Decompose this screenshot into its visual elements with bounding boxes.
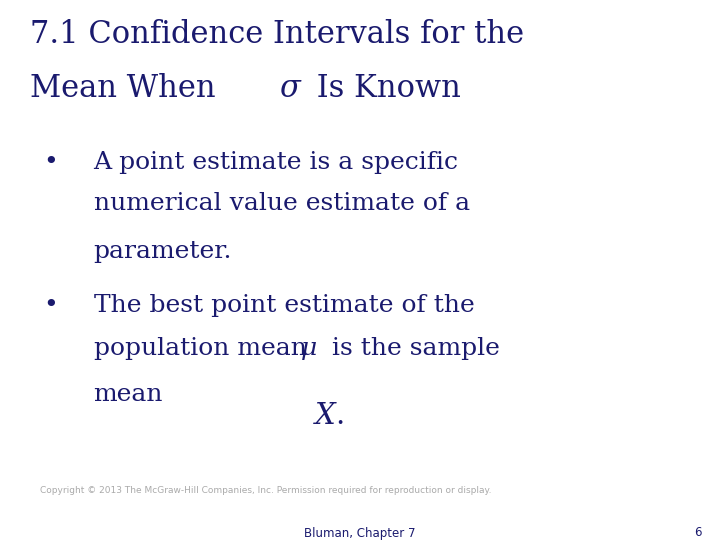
Text: is the sample: is the sample xyxy=(324,338,500,361)
Text: mean: mean xyxy=(94,383,163,407)
Text: Is Known: Is Known xyxy=(307,73,461,104)
Text: Copyright © 2013 The McGraw-Hill Companies, Inc. Permission required for reprodu: Copyright © 2013 The McGraw-Hill Compani… xyxy=(40,486,491,495)
Text: Bluman, Chapter 7: Bluman, Chapter 7 xyxy=(305,526,415,539)
Text: numerical value estimate of a: numerical value estimate of a xyxy=(94,192,469,215)
Text: 7.1 Confidence Intervals for the: 7.1 Confidence Intervals for the xyxy=(30,19,524,50)
Text: $\mathit{X}.$: $\mathit{X}.$ xyxy=(313,402,344,430)
Text: μ: μ xyxy=(301,338,318,361)
Text: 6: 6 xyxy=(695,526,702,539)
Text: parameter.: parameter. xyxy=(94,240,232,264)
Text: A point estimate is a specific: A point estimate is a specific xyxy=(94,151,459,174)
Text: •: • xyxy=(43,151,58,174)
Text: population mean: population mean xyxy=(94,338,315,361)
Text: •: • xyxy=(43,294,58,318)
Text: The best point estimate of the: The best point estimate of the xyxy=(94,294,474,318)
Text: σ: σ xyxy=(279,73,300,104)
Text: Mean When: Mean When xyxy=(30,73,225,104)
